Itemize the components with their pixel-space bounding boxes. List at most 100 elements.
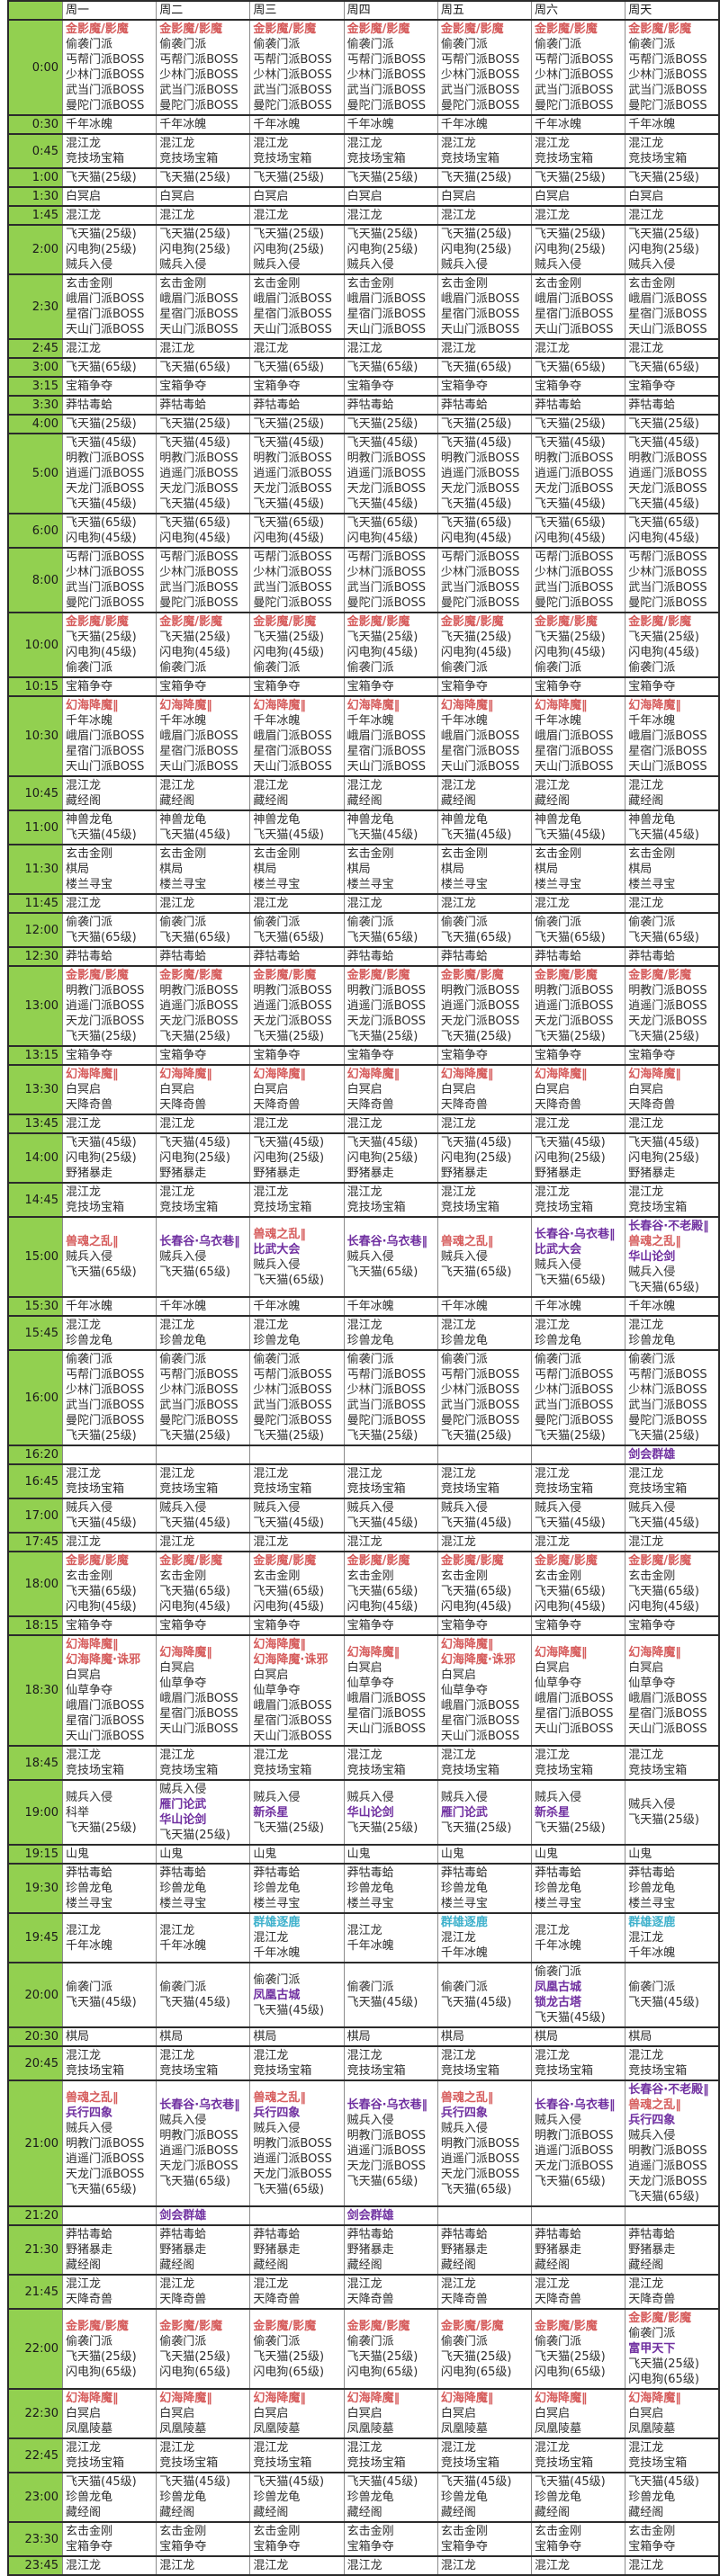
event-label: 宝箱争夺 xyxy=(159,680,207,693)
event-label: 楼兰寻宝 xyxy=(535,878,582,891)
event-label: 少林门派BOSS xyxy=(253,566,332,579)
event-label: 混江龙 xyxy=(159,1923,195,1937)
event-label: 混江龙 xyxy=(346,137,382,150)
event-label: 偷袭门派 xyxy=(253,1353,301,1366)
event-label: 贼兵入侵 xyxy=(535,258,582,272)
event-label: 天龙门派BOSS xyxy=(628,482,707,496)
schedule-row: 20:00 偷袭门派 飞天猫(45级) 偷袭门派 飞天猫(45级) 偷袭门派 凤凰古城 飞天猫… xyxy=(7,1962,720,2028)
event-label: 闪电狗(45级) xyxy=(628,1600,699,1614)
event-label: 仙草争夺 xyxy=(440,1684,488,1697)
schedule-cell: 宝箱争夺 xyxy=(249,376,345,397)
event-label: 偷袭门派 xyxy=(253,1972,301,1987)
event-label: 天龙门派BOSS xyxy=(628,1015,707,1028)
event-label: 幻海降魔·诛邪 xyxy=(66,1653,140,1667)
schedule-cell: 金影魔/影魔 偷袭门派 丐帮门派BOSS 少林门派BOSS 武当门派BOSS 曼陀门派BO… xyxy=(436,19,533,116)
schedule-cell: 幻海降魔‖ 千年冰魄 峨眉门派BOSS 星宿门派BOSS 天山门派BOSS xyxy=(531,695,626,777)
event-label: 玄击金刚 xyxy=(159,277,207,291)
event-label: 飞天猫(45级) xyxy=(346,828,418,842)
event-label: 幻海降魔‖ xyxy=(346,1645,400,1659)
event-label: 珍兽龙龟 xyxy=(66,1334,113,1347)
schedule-cell: 金影魔/影魔 明教门派BOSS 逍遥门派BOSS 天龙门派BOSS 飞天猫(25级) xyxy=(531,965,626,1047)
schedule-cell: 混江龙 xyxy=(61,205,158,226)
event-label: 偷袭门派 xyxy=(440,916,488,929)
event-label: 偷袭门派 xyxy=(628,916,676,929)
schedule-cell: 飞天猫(45级) 闪电狗(25级) 野猪暴走 xyxy=(61,1132,158,1184)
event-label: 星宿门派BOSS xyxy=(253,745,332,758)
schedule-cell: 宝箱争夺 xyxy=(249,676,345,697)
event-label: 偷袭门派 xyxy=(535,1965,582,1979)
event-label: 千年冰魄 xyxy=(440,1300,488,1313)
event-label: 偷袭门派 xyxy=(440,38,488,51)
event-label: 白冥启 xyxy=(66,190,102,203)
event-label: 峨眉门派BOSS xyxy=(535,1691,614,1705)
event-label: 逍遥门派BOSS xyxy=(440,467,520,480)
event-label: 混江龙 xyxy=(253,137,289,150)
event-label: 白冥启 xyxy=(159,190,195,203)
event-label: 混江龙 xyxy=(66,2049,102,2062)
event-label: 逍遥门派BOSS xyxy=(440,999,520,1013)
event-label: 混江龙 xyxy=(159,897,195,910)
schedule-cell: 丐帮门派BOSS 少林门派BOSS 武当门派BOSS 曼陀门派BOSS xyxy=(61,547,158,613)
event-label: 天山门派BOSS xyxy=(628,323,707,336)
event-label: 明教门派BOSS xyxy=(440,984,520,997)
schedule-cell: 偷袭门派 飞天猫(65级) xyxy=(156,912,251,948)
event-label: 逍遥门派BOSS xyxy=(346,467,427,480)
schedule-cell: 玄击金刚 峨眉门派BOSS 星宿门派BOSS 天山门派BOSS xyxy=(625,273,720,340)
schedule-row: 19:30 莽牯毒蛤 珍兽龙龟 楼兰寻宝 莽牯毒蛤 珍兽龙龟 楼兰寻宝 莽牯毒蛤 珍兽龙龟 楼兰寻… xyxy=(7,1863,720,1914)
event-label: 闪电狗(45级) xyxy=(535,646,606,659)
schedule-cell: 混江龙 竞技场宝箱 xyxy=(625,1463,720,1499)
schedule-cell: 群雄逐鹿 混江龙 千年冰魄 xyxy=(625,1912,720,1963)
event-label: 飞天猫(25级) xyxy=(253,1030,325,1043)
schedule-cell: 千年冰魄 xyxy=(436,1296,533,1317)
schedule-cell: 金影魔/影魔 玄击金刚 飞天猫(65级) 闪电狗(45级) xyxy=(343,1551,438,1617)
event-label: 闪电狗(65级) xyxy=(66,2365,137,2379)
schedule-cell: 偷袭门派 丐帮门派BOSS 少林门派BOSS 武当门派BOSS 曼陀门派BOSS 飞天猫(… xyxy=(156,1349,251,1446)
time-label: 10:00 xyxy=(7,612,63,678)
event-label: 金影魔/影魔 xyxy=(628,22,691,36)
event-label: 飞天猫(45级) xyxy=(66,497,137,511)
event-label: 仙草争夺 xyxy=(535,1676,582,1690)
event-label: 兵行四象 xyxy=(628,2114,676,2127)
event-label: 飞天猫(25级) xyxy=(346,631,418,644)
schedule-cell: 幻海降魔‖ 白冥启 凤凰陵墓 xyxy=(343,2388,438,2439)
event-label: 飞天猫(45级) xyxy=(440,1136,512,1149)
event-label: 金影魔/影魔 xyxy=(535,615,598,629)
event-label: 飞天猫(65级) xyxy=(535,931,606,944)
event-label: 丐帮门派BOSS xyxy=(346,53,427,67)
event-label: 丐帮门派BOSS xyxy=(535,1368,614,1382)
time-label: 4:00 xyxy=(7,414,63,434)
event-label: 千年冰魄 xyxy=(66,118,113,131)
schedule-cell: 幻海降魔‖ 白冥启 天降奇兽 xyxy=(436,1064,533,1115)
schedule-cell: 偷袭门派 凤凰古城 锁龙古塔 飞天猫(45级) xyxy=(531,1962,626,2028)
schedule-cell: 白冥启 xyxy=(531,186,626,207)
event-label: 闪电狗(25级) xyxy=(159,243,230,256)
event-label: 天龙门派BOSS xyxy=(440,1015,520,1028)
event-label: 混江龙 xyxy=(159,1319,195,1332)
schedule-cell: 混江龙 竞技场宝箱 xyxy=(343,2437,438,2473)
event-label: 莽牯毒蛤 xyxy=(159,398,207,412)
schedule-cell: 混江龙 珍兽龙龟 xyxy=(249,1315,345,1351)
schedule-cell: 飞天猫(45级) 闪电狗(25级) 野猪暴走 xyxy=(625,1132,720,1184)
event-label: 天降奇兽 xyxy=(628,1098,676,1112)
schedule-row: 13:00 金影魔/影魔 明教门派BOSS 逍遥门派BOSS 天龙门派BOSS 飞天猫(2… xyxy=(7,965,720,1047)
event-label: 金影魔/影魔 xyxy=(628,2312,691,2325)
time-label: 13:15 xyxy=(7,1045,63,1066)
event-label: 金影魔/影魔 xyxy=(66,22,129,36)
schedule-cell: 莽牯毒蛤 xyxy=(531,946,626,967)
schedule-cell: 混江龙 珍兽龙龟 xyxy=(531,1315,626,1351)
event-label: 竞技场宝箱 xyxy=(628,2456,688,2470)
schedule-cell: 长春谷·乌衣巷‖ 贼兵入侵 飞天猫(65级) xyxy=(156,1216,251,1298)
event-label: 贼兵入侵 xyxy=(253,1501,301,1515)
schedule-cell: 丐帮门派BOSS 少林门派BOSS 武当门派BOSS 曼陀门派BOSS xyxy=(436,547,533,613)
schedule-row: 1:30 白冥启 白冥启 白冥启 白冥启 白冥启 白冥启 白冥启 xyxy=(7,186,720,207)
schedule-cell: 飞天猫(65级) 闪电狗(45级) xyxy=(436,513,533,549)
event-label: 天龙门派BOSS xyxy=(253,2167,332,2181)
event-label: 混江龙 xyxy=(66,2277,102,2291)
event-label: 竞技场宝箱 xyxy=(535,1764,594,1777)
schedule-cell: 幻海降魔‖ 白冥启 天降奇兽 xyxy=(625,1064,720,1115)
schedule-cell: 飞天猫(25级) xyxy=(249,167,345,188)
event-label: 闪电狗(45级) xyxy=(346,1600,418,1614)
event-label: 莽牯毒蛤 xyxy=(346,950,394,963)
event-label: 幻海降魔‖ xyxy=(253,1638,306,1651)
event-label: 金影魔/影魔 xyxy=(535,22,598,36)
